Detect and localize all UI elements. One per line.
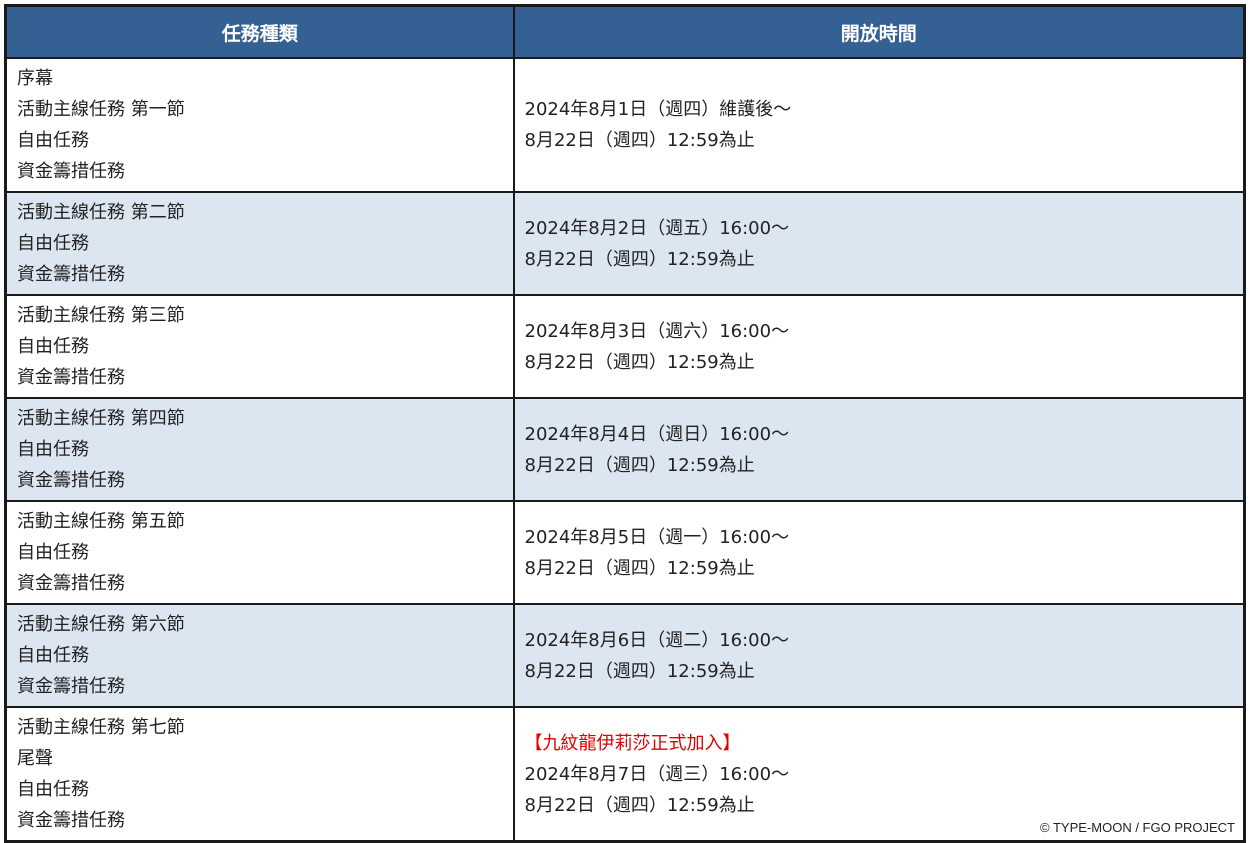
quest-type: 自由任務 (17, 130, 89, 151)
open-time-cell: 2024年8月3日（週六）16:00～ 8月22日（週四）12:59為止 (512, 294, 1246, 399)
quest-type: 自由任務 (17, 645, 89, 666)
quest-type: 活動主線任務 第一節 (17, 99, 185, 120)
quest-type-cell: 序幕活動主線任務 第一節 自由任務資金籌措任務 (4, 57, 515, 193)
open-time-cell: 【九紋龍伊莉莎正式加入】 2024年8月7日（週三）16:00～ 8月22日（週四）… (512, 706, 1246, 843)
table-row: 活動主線任務 第二節 自由任務資金籌措任務 2024年8月2日（週五）16:00～ 8… (4, 191, 1246, 296)
quest-type-cell: 活動主線任務 第五節 自由任務資金籌措任務 (4, 500, 515, 605)
open-time: 2024年8月2日（週五）16:00～ (524, 217, 790, 239)
quest-type-cell: 活動主線任務 第四節 自由任務資金籌措任務 (4, 397, 515, 502)
quest-type-cell: 活動主線任務 第七節 尾聲自由任務資金籌措任務 (4, 706, 515, 843)
quest-type: 活動主線任務 第七節 (17, 717, 185, 738)
open-time: 8月22日（週四）12:59為止 (524, 130, 755, 151)
quest-type: 資金籌措任務 (17, 161, 125, 182)
quest-schedule-table: 任務種類 開放時間 序幕 活動主線任務 第一節 自由任務 資金籌措任務 2024年8月1… (4, 4, 1246, 843)
quest-type: 資金籌措任務 (17, 264, 125, 285)
quest-type: 自由任務 (17, 233, 89, 254)
table-row: 活動主線任務 第四節 自由任務資金籌措任務 2024年8月4日（週日）16:00～ 8… (4, 397, 1246, 502)
open-time: 8月22日（週四）12:59為止 (524, 248, 755, 270)
open-time: 2024年8月4日（週日）16:00～ (524, 423, 790, 445)
quest-type: 活動主線任務 第四節 (17, 408, 185, 429)
quest-type: 自由任務 (17, 439, 89, 460)
table-row: 活動主線任務 第六節 自由任務資金籌措任務 2024年8月6日（週二）16:00～ 8… (4, 603, 1246, 708)
header-row: 任務種類 開放時間 (4, 4, 1246, 59)
open-time-cell: 2024年8月4日（週日）16:00～ 8月22日（週四）12:59為止 (512, 397, 1246, 502)
quest-type: 活動主線任務 第五節 (17, 511, 185, 532)
quest-type: 序幕 (17, 68, 53, 89)
open-time-cell: 2024年8月5日（週一）16:00～ 8月22日（週四）12:59為止 (512, 500, 1246, 605)
table-row: 活動主線任務 第五節 自由任務資金籌措任務 2024年8月5日（週一）16:00～ 8… (4, 500, 1246, 605)
quest-type: 活動主線任務 第二節 (17, 202, 185, 223)
table-row: 活動主線任務 第七節 尾聲 自由任務 資金籌措任務 【九紋龍伊莉莎正式加入】 2024年8… (4, 706, 1246, 843)
open-time-cell: 2024年8月1日（週四）維護後～ 8月22日（週四）12:59為止 (512, 57, 1246, 193)
quest-type: 資金籌措任務 (17, 676, 125, 697)
open-time: 8月22日（週四）12:59為止 (524, 660, 755, 682)
open-time: 8月22日（週四）12:59為止 (524, 794, 755, 816)
quest-type: 尾聲 (17, 748, 53, 769)
open-time: 2024年8月1日（週四）維護後～ (524, 99, 792, 120)
table-row: 活動主線任務 第三節 自由任務資金籌措任務 2024年8月3日（週六）16:00～ 8… (4, 294, 1246, 399)
open-time: 8月22日（週四）12:59為止 (524, 454, 755, 476)
open-time: 2024年8月5日（週一）16:00～ (524, 526, 790, 548)
quest-type: 資金籌措任務 (17, 470, 125, 491)
open-time: 2024年8月7日（週三）16:00～ (524, 763, 790, 785)
header-open-time: 開放時間 (512, 4, 1246, 59)
quest-type: 活動主線任務 第六節 (17, 614, 185, 635)
open-time-cell: 2024年8月6日（週二）16:00～ 8月22日（週四）12:59為止 (512, 603, 1246, 708)
quest-type-cell: 活動主線任務 第三節 自由任務資金籌措任務 (4, 294, 515, 399)
header-quest-type: 任務種類 (4, 4, 515, 59)
quest-type: 自由任務 (17, 336, 89, 357)
table-row: 序幕活動主線任務 第一節 自由任務資金籌措任務 2024年8月1日（週四）維護後～ 8… (4, 57, 1246, 193)
open-time: 2024年8月6日（週二）16:00～ (524, 629, 790, 651)
note-text: 【九紋龍伊莉莎正式加入】 (524, 732, 741, 754)
quest-type: 活動主線任務 第三節 (17, 305, 185, 326)
open-time: 8月22日（週四）12:59為止 (524, 351, 755, 373)
quest-type: 資金籌措任務 (17, 810, 125, 831)
quest-type: 自由任務 (17, 779, 89, 800)
open-time: 8月22日（週四）12:59為止 (524, 557, 755, 579)
open-time-cell: 2024年8月2日（週五）16:00～ 8月22日（週四）12:59為止 (512, 191, 1246, 296)
quest-type-cell: 活動主線任務 第六節 自由任務資金籌措任務 (4, 603, 515, 708)
quest-type: 資金籌措任務 (17, 573, 125, 594)
quest-type-cell: 活動主線任務 第二節 自由任務資金籌措任務 (4, 191, 515, 296)
quest-type: 資金籌措任務 (17, 367, 125, 388)
open-time: 2024年8月3日（週六）16:00～ (524, 320, 790, 342)
copyright-text: © TYPE-MOON / FGO PROJECT (1040, 820, 1235, 835)
quest-type: 自由任務 (17, 542, 89, 563)
